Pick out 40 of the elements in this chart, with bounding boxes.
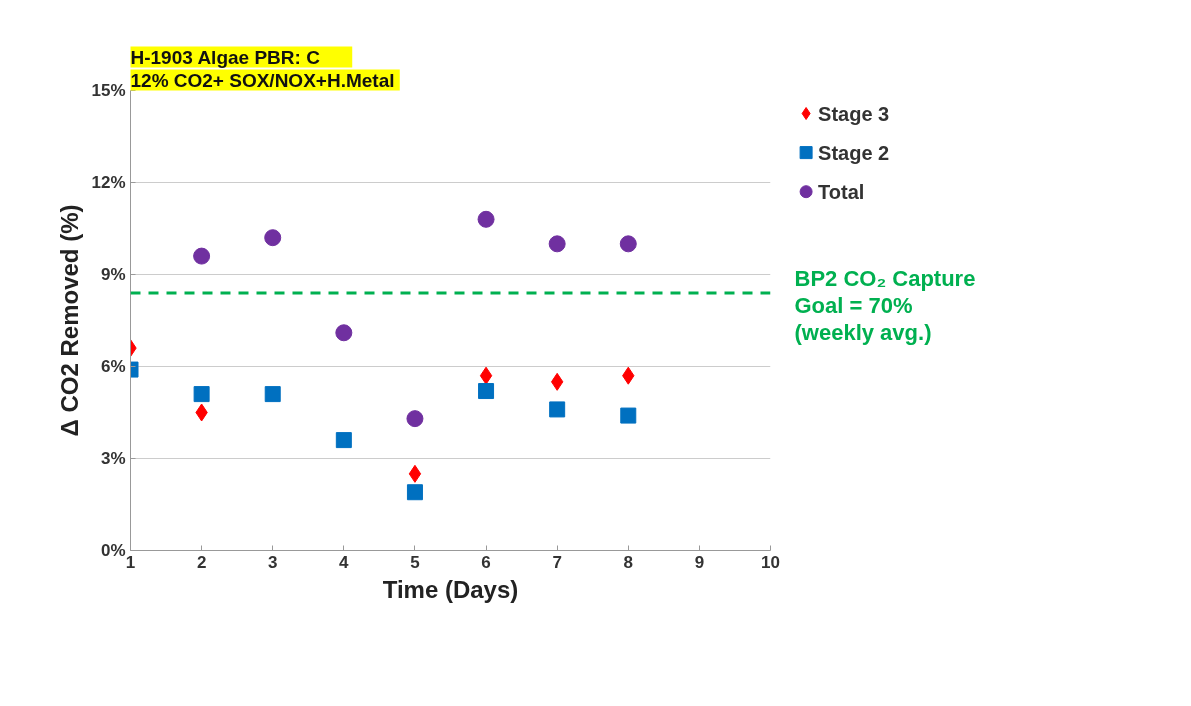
point [406,484,423,501]
legend-label: Stage 2 [818,141,890,164]
x-tick-label: 10 [761,552,780,572]
point [406,410,424,428]
y-tick-label: 15% [91,81,126,100]
point [193,386,210,403]
x-tick-label: 6 [481,552,491,572]
point [620,407,637,424]
x-axis-title: Time (Days) [382,575,519,603]
point [477,210,495,228]
y-axis-title: Δ CO2 Removed (%) [56,204,84,437]
point [408,464,422,483]
point [479,366,493,385]
point [478,383,495,400]
x-tick-label: 7 [552,552,562,572]
legend-label: Stage 3 [818,102,890,125]
point [549,401,566,418]
legend-label: Total [818,180,865,203]
x-tick-label: 1 [125,552,136,572]
x-tick-label: 5 [410,552,420,572]
y-tick-label: 6% [100,357,126,376]
chart-subtitle: 12% CO2+ SOX/NOX+H.Metal [130,69,395,91]
x-tick-label: 4 [339,552,350,572]
x-tick-label: 2 [196,552,207,572]
point [335,324,353,342]
point [619,235,637,253]
x-tick-label: 8 [623,552,634,572]
x-tick-label: 9 [694,552,705,572]
point [264,386,281,403]
point [193,247,211,265]
x-tick-label: 3 [267,552,278,572]
point [264,229,282,247]
y-tick-label: 0% [100,541,126,560]
y-tick-label: 12% [91,173,126,192]
y-tick-label: 3% [100,449,126,468]
point [548,235,566,253]
point [335,432,352,449]
text: BP2 CO₂ Capture Goal = 70% (weekly avg.) [794,266,976,346]
y-tick-label: 9% [100,265,126,284]
chart-title: H-1903 Algae PBR: C [130,46,321,68]
